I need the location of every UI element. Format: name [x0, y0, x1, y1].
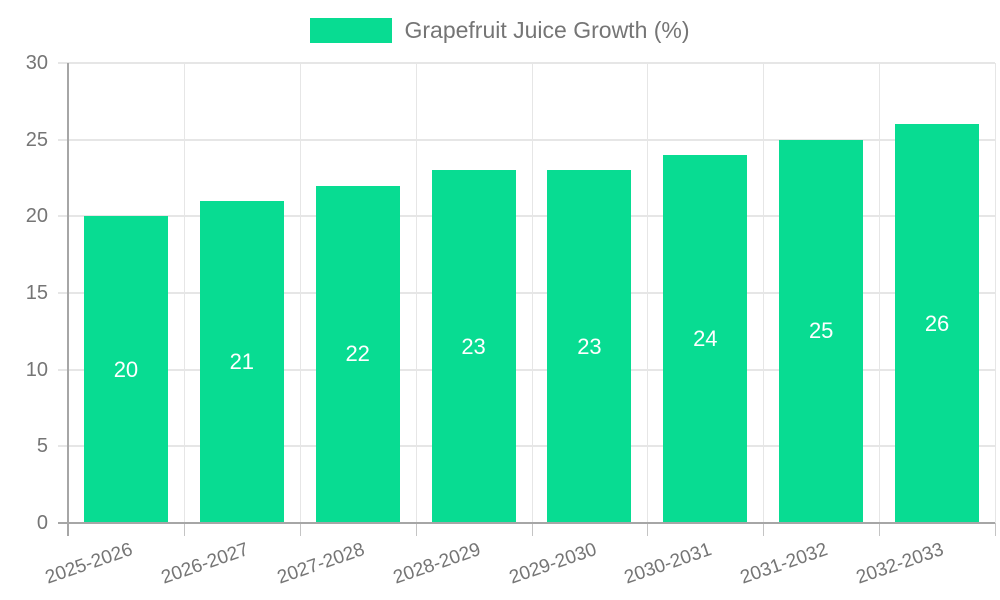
- y-axis-line: [67, 63, 69, 536]
- bar-value-label: 23: [577, 333, 602, 359]
- y-axis-label: 0: [36, 512, 48, 534]
- y-axis-label: 30: [25, 52, 48, 74]
- gridline-vertical: [299, 63, 301, 523]
- x-axis-label: 2031-2032: [737, 539, 831, 589]
- gridline-horizontal: [58, 445, 995, 448]
- y-axis-label: 25: [25, 128, 48, 151]
- x-axis-label: 2025-2026: [42, 539, 136, 589]
- gridline-vertical: [763, 63, 765, 523]
- y-axis-label: 20: [25, 205, 48, 228]
- x-axis-label: 2030-2031: [622, 539, 715, 589]
- x-axis-tick: [415, 523, 417, 536]
- y-axis-label: 10: [25, 358, 48, 381]
- legend[interactable]: Grapefruit Juice Growth (%): [0, 17, 1000, 44]
- gridline-vertical: [183, 63, 185, 523]
- bar-value-label: 21: [229, 349, 255, 374]
- gridline-horizontal: [58, 292, 995, 294]
- x-axis-label: 2026-2027: [158, 539, 252, 589]
- x-axis-label: 2027-2028: [274, 539, 368, 589]
- legend-swatch: [310, 18, 393, 43]
- bar-value-label: 25: [808, 318, 834, 344]
- bar[interactable]: [315, 185, 400, 522]
- gridline-vertical: [995, 63, 996, 523]
- gridline-horizontal: [58, 368, 995, 371]
- bar-value-label: 24: [693, 326, 718, 351]
- x-axis-line: [58, 522, 995, 524]
- bar[interactable]: [895, 124, 980, 522]
- x-axis-label: 2028-2029: [390, 539, 484, 589]
- bar[interactable]: [779, 139, 864, 522]
- bar-value-label: 22: [345, 341, 370, 367]
- gridline-horizontal: [58, 138, 995, 141]
- bar-value-label: 23: [461, 333, 486, 359]
- gridline-vertical: [879, 63, 881, 523]
- gridline-horizontal: [58, 62, 995, 64]
- bar[interactable]: [199, 201, 284, 522]
- x-axis-tick: [763, 523, 765, 536]
- bar[interactable]: [83, 216, 168, 522]
- gridline-vertical: [647, 63, 649, 523]
- x-axis-tick: [299, 523, 301, 536]
- x-axis-tick: [995, 523, 996, 536]
- bar-value-label: 26: [924, 310, 950, 336]
- gridline-vertical: [531, 63, 533, 523]
- x-axis-tick: [531, 523, 533, 536]
- y-axis-label: 15: [25, 282, 48, 304]
- y-axis-label: 5: [36, 435, 48, 458]
- bar[interactable]: [663, 155, 748, 522]
- x-axis-tick: [879, 523, 881, 536]
- x-axis-label: 2029-2030: [506, 539, 599, 589]
- x-axis-tick: [183, 523, 185, 536]
- x-axis-tick: [647, 523, 649, 536]
- legend-label: Grapefruit Juice Growth (%): [404, 17, 690, 43]
- bar[interactable]: [547, 170, 632, 522]
- gridline-vertical: [415, 63, 417, 523]
- x-axis-label: 2032-2033: [853, 539, 947, 589]
- bar-value-label: 20: [113, 356, 139, 382]
- bar[interactable]: [431, 170, 516, 522]
- gridline-horizontal: [58, 215, 995, 218]
